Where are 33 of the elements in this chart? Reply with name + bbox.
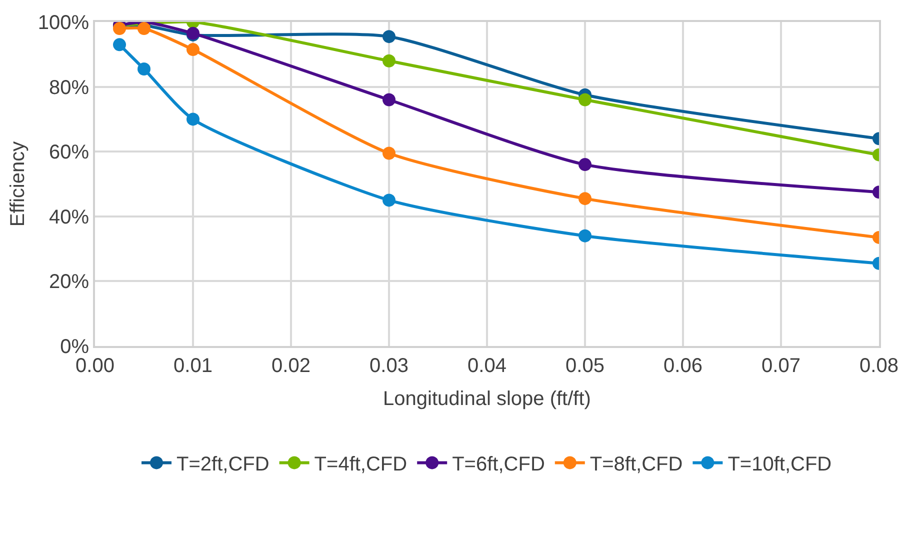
x-tick-label: 0.00 (76, 355, 114, 377)
x-tick-label: 0.08 (860, 355, 898, 377)
x-tick-label: 0.05 (566, 355, 604, 377)
y-tick-label: 20% (48, 271, 90, 294)
y-tick-label: 40% (48, 206, 90, 228)
y-tick-label: 0% (60, 336, 90, 358)
x-tick-label: 0.02 (272, 355, 310, 377)
legend-label: T=2ft,CFD (176, 454, 270, 476)
legend-label: T=6ft,CFD (452, 454, 545, 476)
point (382, 30, 396, 44)
y-tick-label: 100% (38, 12, 90, 34)
x-tick-label: 0.07 (762, 355, 800, 377)
legend-label: T=8ft,CFD (590, 454, 683, 476)
x-tick-label: 0.01 (174, 355, 212, 377)
point (138, 62, 150, 76)
x-tick-label: 0.06 (664, 355, 702, 377)
point (113, 38, 126, 52)
legend-label: T=10ft,CFD (728, 454, 832, 476)
legend-label: T=4ft,CFD (314, 454, 408, 476)
x-tick-label: 0.03 (370, 355, 408, 377)
point (382, 146, 396, 160)
point (382, 54, 396, 68)
point (113, 22, 126, 35)
point (186, 43, 200, 56)
y-tick-label: 60% (48, 142, 90, 164)
y-axis-title: Efficiency (6, 141, 29, 227)
point (138, 22, 150, 35)
x-tick-label: 0.04 (468, 355, 506, 377)
point (382, 194, 396, 207)
y-tick-label: 80% (48, 76, 90, 99)
point (186, 112, 200, 126)
x-axis-title: Longitudinal slope (ft/ft) (383, 388, 591, 410)
point (382, 93, 396, 106)
